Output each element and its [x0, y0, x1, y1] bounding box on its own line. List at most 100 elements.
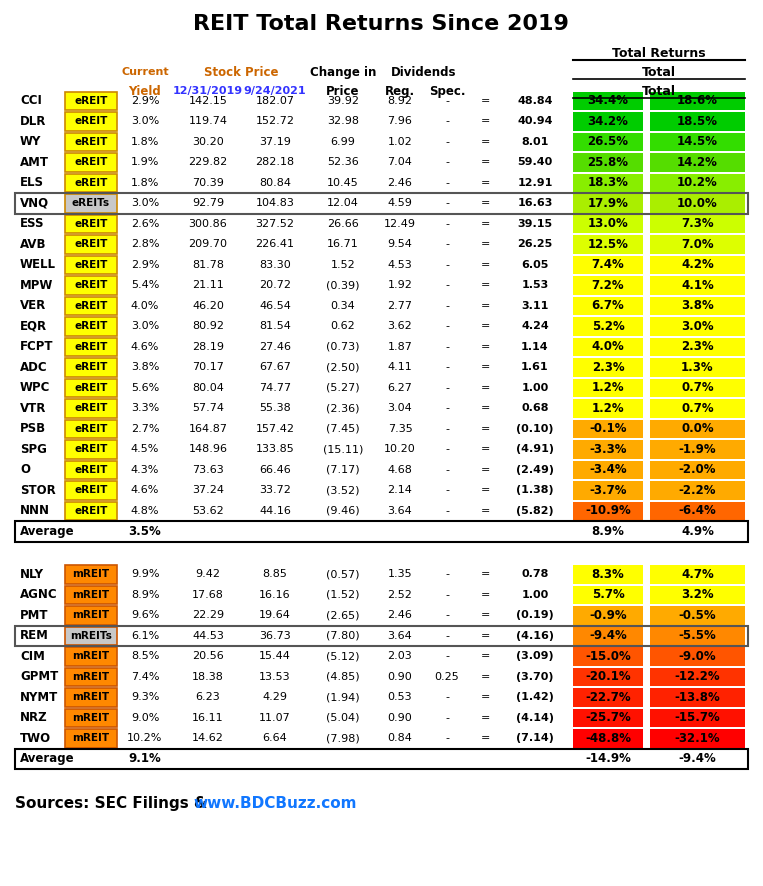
Text: -: - — [445, 734, 449, 743]
Text: VTR: VTR — [20, 401, 47, 415]
Text: 1.53: 1.53 — [521, 280, 549, 291]
Text: -: - — [445, 444, 449, 455]
Text: 9/24/2021: 9/24/2021 — [243, 86, 306, 96]
Text: 7.35: 7.35 — [388, 424, 412, 434]
Text: -0.5%: -0.5% — [678, 609, 716, 622]
Text: -: - — [445, 260, 449, 269]
Text: =: = — [481, 157, 491, 167]
Bar — [65, 276, 117, 294]
Text: eREIT: eREIT — [74, 486, 108, 495]
Bar — [650, 133, 745, 151]
Text: (7.80): (7.80) — [327, 631, 360, 641]
Text: eREIT: eREIT — [74, 403, 108, 413]
Text: -: - — [445, 178, 449, 188]
Text: VNQ: VNQ — [20, 197, 49, 210]
Text: 81.78: 81.78 — [192, 260, 224, 269]
Bar — [650, 297, 745, 315]
Text: 0.90: 0.90 — [388, 672, 412, 682]
Text: =: = — [481, 219, 491, 229]
Text: 0.78: 0.78 — [521, 570, 549, 579]
Text: 4.24: 4.24 — [521, 322, 549, 331]
Text: WY: WY — [20, 136, 41, 148]
Text: 0.0%: 0.0% — [681, 423, 714, 435]
Bar — [650, 729, 745, 748]
Text: 25.8%: 25.8% — [588, 156, 629, 168]
Text: 17.68: 17.68 — [192, 590, 224, 600]
Text: =: = — [481, 403, 491, 413]
Text: 2.7%: 2.7% — [130, 424, 159, 434]
Text: -1.9%: -1.9% — [678, 443, 716, 455]
Text: -9.4%: -9.4% — [589, 629, 627, 642]
Text: 9.9%: 9.9% — [130, 570, 159, 579]
Text: -5.5%: -5.5% — [678, 629, 716, 642]
Text: 4.5%: 4.5% — [130, 444, 159, 455]
Text: -25.7%: -25.7% — [585, 711, 631, 724]
Text: NLY: NLY — [20, 568, 44, 581]
Text: ESS: ESS — [20, 217, 44, 230]
Text: 8.5%: 8.5% — [130, 651, 159, 661]
Text: 1.2%: 1.2% — [591, 401, 624, 415]
Text: (5.27): (5.27) — [327, 383, 360, 392]
Text: 1.8%: 1.8% — [130, 136, 159, 147]
Text: eREIT: eREIT — [74, 342, 108, 352]
Text: 4.9%: 4.9% — [681, 525, 714, 538]
Bar — [650, 461, 745, 479]
Text: ELS: ELS — [20, 176, 44, 190]
Text: 12.91: 12.91 — [517, 178, 552, 188]
Bar — [650, 153, 745, 172]
Text: -32.1%: -32.1% — [674, 732, 720, 745]
Text: 3.04: 3.04 — [388, 403, 412, 413]
Text: 4.59: 4.59 — [388, 198, 413, 208]
Text: 59.40: 59.40 — [517, 157, 552, 167]
Text: 4.2%: 4.2% — [681, 258, 714, 271]
Text: 2.46: 2.46 — [388, 178, 413, 188]
Text: eREIT: eREIT — [74, 239, 108, 249]
Text: 16.71: 16.71 — [327, 239, 359, 249]
Text: 11.07: 11.07 — [259, 713, 291, 723]
Text: 4.8%: 4.8% — [130, 506, 159, 516]
Text: CIM: CIM — [20, 649, 45, 663]
Text: eREIT: eREIT — [74, 219, 108, 229]
Text: -: - — [445, 590, 449, 600]
Text: eREIT: eREIT — [74, 362, 108, 372]
Text: -20.1%: -20.1% — [585, 671, 631, 683]
Text: (3.70): (3.70) — [517, 672, 554, 682]
Text: 6.27: 6.27 — [388, 383, 413, 392]
Text: 4.68: 4.68 — [388, 465, 413, 475]
Bar — [65, 419, 117, 438]
Text: =: = — [481, 96, 491, 105]
Bar — [573, 399, 643, 417]
Text: VER: VER — [20, 299, 47, 312]
Text: Change in: Change in — [310, 66, 376, 79]
Text: =: = — [481, 260, 491, 269]
Text: 92.79: 92.79 — [192, 198, 224, 208]
Bar — [650, 606, 745, 625]
Text: 4.53: 4.53 — [388, 260, 412, 269]
Text: 9.1%: 9.1% — [129, 752, 162, 766]
Text: 10.20: 10.20 — [384, 444, 416, 455]
Text: 83.30: 83.30 — [259, 260, 291, 269]
Text: 182.07: 182.07 — [256, 96, 295, 105]
Bar — [650, 317, 745, 336]
Text: =: = — [481, 362, 491, 372]
Text: eREIT: eREIT — [74, 300, 108, 311]
Bar — [573, 255, 643, 274]
Bar — [650, 647, 745, 665]
Bar — [573, 481, 643, 500]
Text: 327.52: 327.52 — [256, 219, 295, 229]
Text: 1.2%: 1.2% — [591, 381, 624, 394]
Bar — [65, 214, 117, 233]
Text: WELL: WELL — [20, 258, 56, 271]
Text: Spec.: Spec. — [429, 84, 465, 97]
Text: 2.46: 2.46 — [388, 610, 413, 620]
Text: 70.39: 70.39 — [192, 178, 224, 188]
Text: -: - — [445, 136, 449, 147]
Text: 18.38: 18.38 — [192, 672, 224, 682]
Text: 5.4%: 5.4% — [130, 280, 159, 291]
Text: =: = — [481, 506, 491, 516]
Bar — [650, 378, 745, 397]
Text: 2.77: 2.77 — [388, 300, 413, 311]
Bar — [573, 606, 643, 625]
Text: 4.6%: 4.6% — [130, 342, 159, 352]
Bar — [573, 297, 643, 315]
